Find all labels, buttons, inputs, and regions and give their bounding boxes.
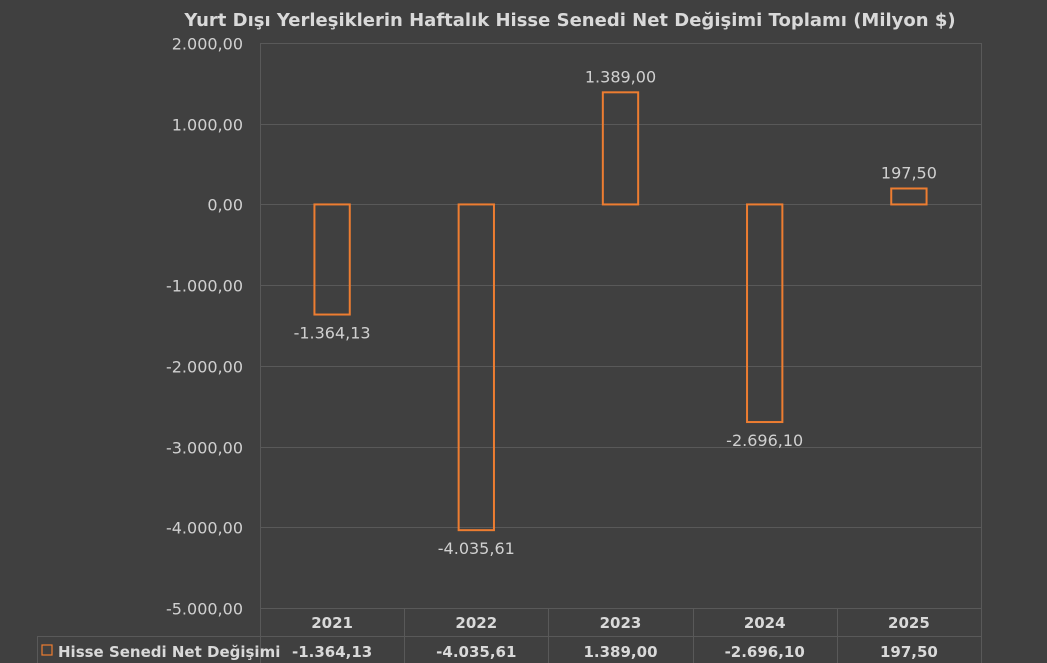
table-value-2025: 197,50 bbox=[880, 643, 938, 661]
category-label: 2022 bbox=[455, 614, 497, 632]
y-tick-label: -5.000,00 bbox=[166, 600, 243, 619]
legend-key bbox=[41, 644, 53, 656]
y-tick-label: 2.000,00 bbox=[172, 35, 243, 54]
category-label: 2025 bbox=[888, 614, 930, 632]
data-label-2021: -1.364,13 bbox=[294, 324, 371, 343]
bar-2025 bbox=[890, 187, 928, 206]
y-tick-label: -3.000,00 bbox=[166, 439, 243, 458]
data-labels: -1.364,13 -4.035,61 1.389,00 -2.696,10 197,5… bbox=[294, 67, 937, 558]
table-value-2022: -4.035,61 bbox=[436, 643, 516, 661]
table-value-2021: -1.364,13 bbox=[292, 643, 372, 661]
y-tick-label: 0,00 bbox=[207, 196, 243, 215]
data-table: 2021 -1.364,13 2022 -4.035,61 2023 1.389,00 20… bbox=[37, 608, 982, 663]
y-tick-label: -4.000,00 bbox=[166, 519, 243, 538]
data-label-2024: -2.696,10 bbox=[726, 431, 803, 450]
category-label: 2021 bbox=[311, 614, 353, 632]
table-value-2023: 1.389,00 bbox=[583, 643, 657, 661]
bar-2024 bbox=[746, 203, 784, 424]
y-tick-label: -2.000,00 bbox=[166, 358, 243, 377]
bar-2021 bbox=[313, 203, 351, 316]
bar-2022 bbox=[457, 203, 495, 532]
chart-title: Yurt Dışı Yerleşiklerin Haftalık Hisse S… bbox=[183, 10, 955, 31]
table-value-2024: -2.696,10 bbox=[725, 643, 805, 661]
bar-2023 bbox=[601, 91, 640, 206]
data-label-2025: 197,50 bbox=[881, 163, 937, 182]
y-axis-tick-labels: 2.000,00 1.000,00 0,00 -1.000,00 -2.000,00 -3… bbox=[166, 35, 243, 619]
data-label-2022: -4.035,61 bbox=[438, 539, 515, 558]
bars bbox=[313, 91, 928, 532]
category-label: 2024 bbox=[744, 614, 786, 632]
gridlines bbox=[260, 43, 982, 609]
category-label: 2023 bbox=[600, 614, 642, 632]
data-label-2023: 1.389,00 bbox=[585, 67, 656, 86]
y-tick-label: -1.000,00 bbox=[166, 277, 243, 296]
legend-series-name: Hisse Senedi Net Değişimi bbox=[58, 643, 280, 661]
y-tick-label: 1.000,00 bbox=[172, 116, 243, 135]
